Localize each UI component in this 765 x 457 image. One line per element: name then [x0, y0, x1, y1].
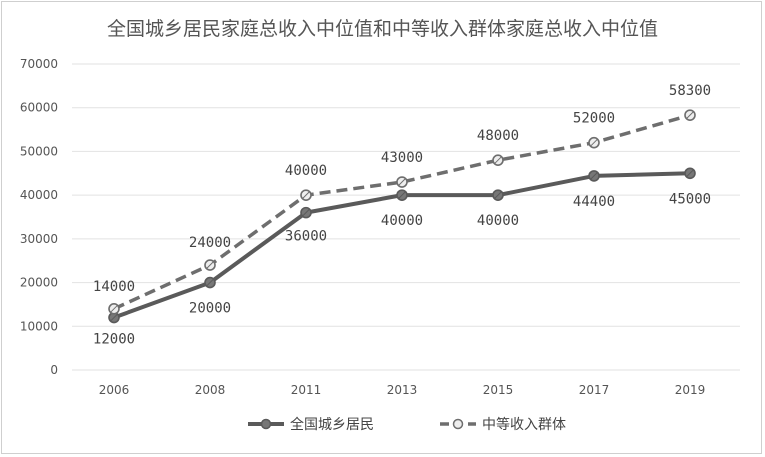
- data-point-mark: [302, 208, 310, 217]
- data-label: 52000: [573, 111, 615, 127]
- data-point-mark: [110, 313, 118, 322]
- data-point-mark: [686, 111, 694, 119]
- legend-marker: [452, 418, 464, 430]
- data-label: 36000: [285, 229, 327, 245]
- data-label: 12000: [93, 332, 135, 348]
- data-label: 40000: [285, 163, 327, 179]
- y-tick-label: 60000: [20, 101, 58, 115]
- data-label: 20000: [189, 301, 231, 317]
- x-tick-label: 2011: [291, 383, 322, 397]
- x-tick-label: 2013: [387, 383, 418, 397]
- series-line-1: [113, 113, 691, 311]
- data-labels: 12000 20000 36000 40000 40000 44400 45000 14000…: [93, 83, 711, 347]
- data-label: 43000: [381, 150, 423, 166]
- data-point-mark: [686, 169, 694, 178]
- data-point-mark: [110, 304, 118, 313]
- x-tick-label: 2019: [675, 383, 706, 397]
- data-point-mark: [398, 191, 406, 199]
- x-tick-label: 2017: [579, 383, 610, 397]
- gridlines: [72, 63, 740, 371]
- data-point-mark: [590, 172, 598, 180]
- y-axis-tick-labels: 0 10000 20000 30000 40000 50000 60000 70000: [20, 57, 58, 377]
- data-label: 40000: [477, 213, 519, 229]
- y-tick-label: 40000: [20, 188, 58, 202]
- data-label: 58300: [669, 83, 711, 99]
- x-tick-label: 2006: [99, 383, 130, 397]
- y-tick-label: 20000: [20, 276, 58, 290]
- y-tick-label: 0: [50, 363, 58, 377]
- chart-title: 全国城乡居民家庭总收入中位值和中等收入群体家庭总收入中位值: [106, 18, 658, 40]
- x-tick-label: 2015: [483, 383, 514, 397]
- y-tick-label: 30000: [20, 232, 58, 246]
- data-point-mark: [398, 178, 406, 186]
- data-point-mark: [206, 261, 214, 269]
- data-point-mark: [494, 191, 502, 199]
- legend-label: 全国城乡居民: [290, 416, 374, 433]
- data-label: 44400: [573, 194, 615, 210]
- x-axis-tick-labels: 2006 2008 2011 2013 2015 2017 2019: [99, 383, 706, 397]
- legend-marker: [260, 418, 272, 430]
- data-point-mark: [494, 156, 502, 165]
- data-label: 14000: [93, 279, 135, 295]
- x-tick-label: 2008: [195, 383, 226, 397]
- data-label: 24000: [189, 235, 231, 251]
- data-label: 48000: [477, 128, 519, 144]
- data-label: 40000: [381, 213, 423, 229]
- legend: 全国城乡居民 中等收入群体: [248, 416, 566, 433]
- data-label: 45000: [669, 191, 711, 207]
- y-tick-label: 50000: [20, 144, 58, 158]
- legend-label: 中等收入群体: [482, 416, 566, 433]
- series-points: [108, 109, 696, 324]
- data-point-mark: [206, 278, 214, 287]
- data-point-mark: [590, 138, 598, 147]
- y-tick-label: 10000: [20, 319, 58, 333]
- y-tick-label: 70000: [20, 57, 58, 71]
- data-point-mark: [302, 191, 310, 199]
